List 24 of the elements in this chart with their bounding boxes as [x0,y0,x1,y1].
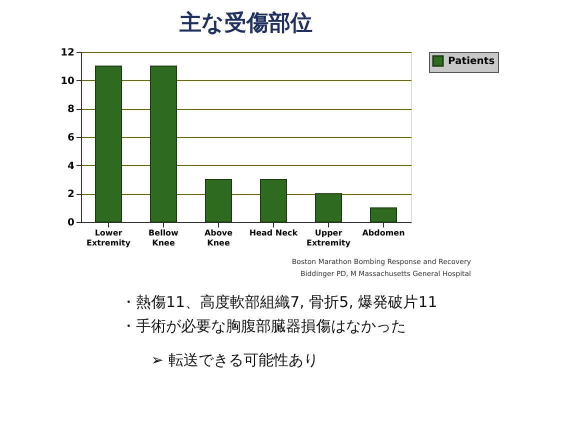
y-tick-label: 6 [68,132,75,144]
bar [315,193,342,222]
y-tick-label: 4 [68,160,75,172]
text: ・手術が必要な胸腹部臓器損傷はなかった [121,317,406,335]
bar [95,66,122,222]
x-tick-label: Bellow Knee [148,228,180,248]
y-tick-label: 10 [60,76,75,87]
x-tick-label: Lower Extremity [86,228,132,248]
chart-title: 主な受傷部位 [178,10,312,36]
text: ➢ 転送できる可能性あり [151,351,318,369]
y-tick-label: 0 [68,218,75,228]
y-tick-label: 8 [68,104,75,116]
bar [370,207,397,222]
bar [150,66,177,222]
bar [260,179,287,222]
y-tick-label: 12 [60,48,75,58]
x-tick-label: Above Knee [204,228,234,248]
x-tick-label: Head Neck [249,228,298,238]
bar [205,179,232,222]
x-tick-label: Upper Extremity [306,228,352,248]
y-tick-label: 2 [68,189,75,200]
x-tick-label: Abdomen [362,228,406,238]
legend-label: Patients [448,56,495,67]
text: ・熱傷11、高度軟部組織7, 骨折5, 爆発破片11 [121,293,438,311]
